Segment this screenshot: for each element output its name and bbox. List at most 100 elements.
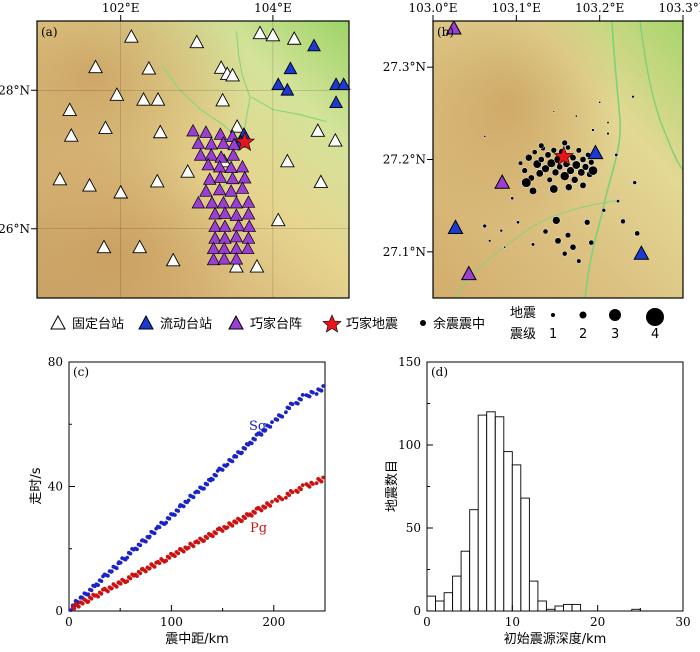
chart-c: 0 100 200 0 40 80 Sg Pg (c) 震中距/km 走时/s <box>29 355 326 647</box>
array-station-marker <box>225 171 240 185</box>
legend-mag-4-icon <box>646 308 664 326</box>
aftershock-point <box>620 218 626 225</box>
aftershock-point <box>588 159 595 166</box>
aftershock-point <box>570 176 579 184</box>
pg-point <box>280 497 285 502</box>
chart-d-xtick-label: 30 <box>675 615 690 629</box>
array-station-marker <box>199 125 213 138</box>
array-station-marker <box>229 251 244 265</box>
aftershock-point <box>569 243 577 251</box>
pg-point <box>109 586 114 591</box>
aftershock-point <box>601 208 607 213</box>
map-b-lat-label: 27.3°N <box>383 60 426 74</box>
legend-aftershock-icon <box>420 320 426 326</box>
array-station-marker <box>202 172 217 185</box>
sg-point <box>173 513 177 517</box>
sg-point <box>205 482 210 487</box>
histogram-bar <box>477 414 488 612</box>
aftershock-point <box>499 228 504 233</box>
array-station-marker <box>224 160 238 174</box>
aftershock-point <box>554 237 562 245</box>
pg-point <box>295 490 300 494</box>
map-a-array-stations <box>186 123 257 266</box>
array-station-marker <box>235 181 250 194</box>
pg-point <box>135 574 139 578</box>
chart-d-ylabel: 地震数目 <box>385 460 400 512</box>
aftershock-point <box>538 142 545 149</box>
array-station-marker <box>216 195 231 209</box>
histogram-bar <box>494 416 505 612</box>
histogram-bar <box>528 580 539 612</box>
fixed-station-marker <box>313 174 329 189</box>
sg-point <box>181 504 186 509</box>
fixed-station-marker <box>279 153 295 168</box>
array-station-marker <box>218 206 232 219</box>
legend-mag-1-label: 1 <box>549 327 557 342</box>
array-station-marker <box>208 206 222 220</box>
pg-point <box>240 519 244 523</box>
legend-magnitude-title-1: 地震 <box>510 306 536 321</box>
map-b-array-stations <box>445 21 511 281</box>
aftershock-point <box>577 168 586 177</box>
mobile-station-marker <box>336 77 351 91</box>
pg-point <box>220 529 225 533</box>
aftershock-point <box>531 149 538 155</box>
pg-point <box>86 599 91 604</box>
mobile-station-marker <box>633 245 650 260</box>
fixed-station-marker <box>165 252 181 267</box>
fixed-station-marker <box>88 59 104 74</box>
histogram-bar <box>631 608 641 612</box>
sg-point <box>270 420 274 424</box>
array-station-marker <box>199 184 213 197</box>
array-station-marker <box>241 241 255 255</box>
sg-point <box>300 393 305 397</box>
map-b-aftershocks <box>482 95 641 264</box>
sg-point <box>128 551 133 556</box>
histogram-bar <box>469 509 479 612</box>
aftershock-point <box>525 153 533 162</box>
array-station-marker <box>191 136 206 149</box>
sg-point <box>321 384 326 388</box>
legend-fixed-station-icon <box>50 314 66 330</box>
aftershock-point <box>541 164 550 173</box>
histogram-bar <box>546 608 556 612</box>
sg-point <box>295 401 300 406</box>
fixed-station-marker <box>82 177 97 192</box>
aftershock-point <box>566 166 575 175</box>
aftershock-point <box>529 186 537 195</box>
aftershock-point <box>516 220 520 225</box>
pg-point <box>314 481 319 485</box>
map-a-river <box>251 96 327 122</box>
fixed-station-marker <box>228 258 244 273</box>
mobile-station-marker <box>447 219 464 234</box>
fixed-station-marker <box>215 92 231 107</box>
map-a-ticks: 102°E 104°E 28°N 26°N <box>0 1 292 236</box>
fixed-station-marker <box>136 92 151 106</box>
map-a-lat-label: 28°N <box>0 83 30 97</box>
pg-point <box>76 604 81 609</box>
chart-d-xtick-label: 0 <box>423 615 431 629</box>
pg-point <box>287 493 292 497</box>
mobile-station-marker <box>271 77 286 91</box>
aftershock-point <box>564 232 572 239</box>
mobile-station-marker <box>283 61 298 75</box>
histogram-bar <box>435 600 445 612</box>
pg-point <box>89 596 94 601</box>
pg-point <box>114 584 119 589</box>
fixed-station-marker <box>113 184 129 199</box>
fixed-station-marker <box>123 28 139 43</box>
aftershock-point <box>574 114 578 118</box>
map-b-ticks: 103.0°E 103.1°E 103.2°E 103.3°E 27.3°N 27.2°N… <box>383 1 700 259</box>
aftershock-point <box>552 110 555 113</box>
fixed-station-marker <box>141 60 157 75</box>
legend-array-station-label: 巧家台阵 <box>250 316 302 332</box>
legend-mobile-station-label: 流动台站 <box>160 317 212 332</box>
aftershock-point <box>559 171 570 181</box>
map-b-mobile-stations <box>447 144 650 260</box>
sg-point <box>191 495 196 500</box>
aftershock-point <box>576 258 582 264</box>
sg-point <box>287 406 292 411</box>
aftershock-point <box>546 176 553 183</box>
fixed-station-marker <box>98 120 113 135</box>
pg-point <box>284 495 288 500</box>
